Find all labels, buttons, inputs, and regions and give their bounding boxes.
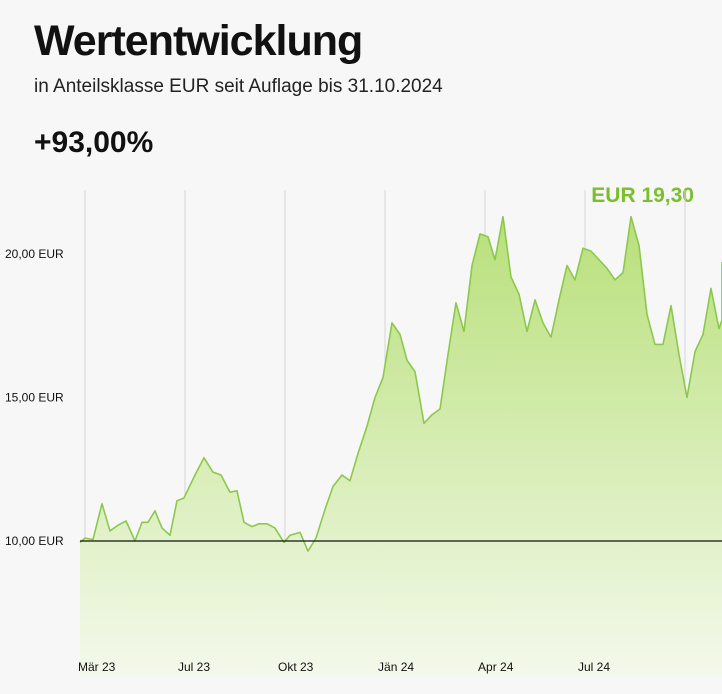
series-line <box>79 215 722 552</box>
area-layer <box>79 215 722 678</box>
x-axis-ticks: Mär 23 Jul 23 Okt 23 Jän 24 Apr 24 Jul 24 <box>78 660 610 674</box>
performance-value: +93,00% <box>34 126 154 159</box>
page-title: Wertentwicklung <box>34 17 363 65</box>
page-subtitle: in Anteilsklasse EUR seit Auflage bis 31… <box>34 76 443 97</box>
x-tick-label: Apr 24 <box>478 660 514 674</box>
x-tick-label: Okt 23 <box>278 660 314 674</box>
x-tick-label: Mär 23 <box>78 660 116 674</box>
last-value-label: EUR 19,30 <box>591 184 694 207</box>
y-axis-ticks: 10,00 EUR 15,00 EUR 20,00 EUR <box>5 247 64 548</box>
x-tick-label: Jän 24 <box>378 660 414 674</box>
y-tick-label: 20,00 EUR <box>5 247 64 261</box>
y-tick-label: 15,00 EUR <box>5 391 64 405</box>
x-tick-label: Jul 24 <box>578 660 610 674</box>
area-fill <box>80 216 722 678</box>
y-tick-label: 10,00 EUR <box>5 534 64 548</box>
x-tick-label: Jul 23 <box>178 660 210 674</box>
